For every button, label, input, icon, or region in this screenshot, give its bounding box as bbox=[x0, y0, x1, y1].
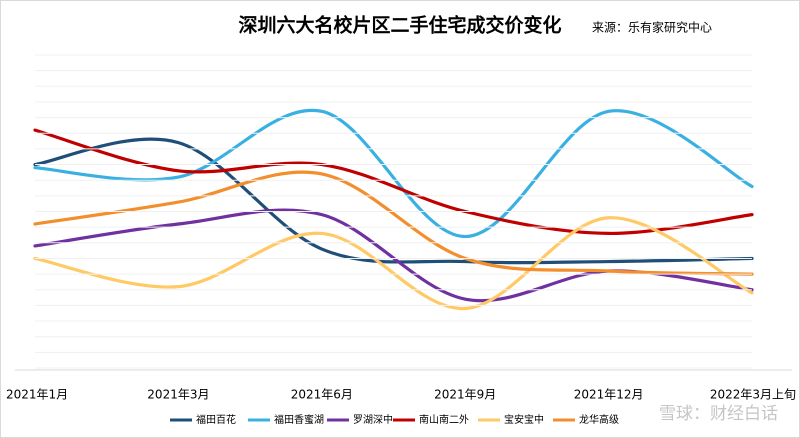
chart-title: 深圳六大名校片区二手住宅成交价变化 bbox=[238, 14, 561, 37]
legend-label: 龙华高级 bbox=[579, 413, 619, 426]
legend-label: 南山南二外 bbox=[419, 413, 469, 426]
x-tick-label: 2021年12月 bbox=[574, 388, 644, 402]
x-tick-label: 2021年1月 bbox=[6, 388, 68, 402]
x-tick-label: 2021年3月 bbox=[147, 388, 209, 402]
chart-subtitle: 来源：乐有家研究中心 bbox=[592, 20, 712, 35]
line-series bbox=[33, 170, 754, 276]
line-series bbox=[33, 216, 754, 311]
watermark: 雪球：财经白话 bbox=[659, 404, 778, 424]
legend-label: 罗湖深中 bbox=[353, 413, 393, 426]
x-tick-label: 2021年6月 bbox=[291, 388, 353, 402]
x-tick-label: 2021年9月 bbox=[434, 388, 496, 402]
x-tick-label: 2022年3月上旬 bbox=[710, 388, 796, 402]
legend-label: 福田香蜜湖 bbox=[274, 413, 324, 426]
legend-label: 福田百花 bbox=[196, 413, 236, 426]
line-series bbox=[33, 128, 754, 236]
legend-label: 宝安宝中 bbox=[504, 413, 544, 426]
